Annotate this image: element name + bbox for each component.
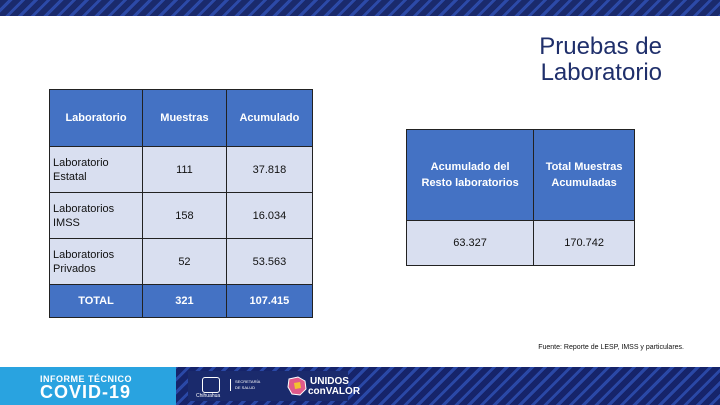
report-label: INFORME TÉCNICO bbox=[40, 374, 132, 384]
table-row: Laboratorio Estatal 111 37.818 bbox=[48, 146, 314, 193]
table-header-row: Laboratorio Muestras Acumulado bbox=[48, 89, 314, 147]
total-muestras: 321 bbox=[142, 284, 227, 318]
lab-samples-table: Laboratorio Muestras Acumulado Laborator… bbox=[48, 89, 314, 318]
muestras-cell: 111 bbox=[142, 146, 227, 193]
lab-name-line: Laboratorios bbox=[53, 248, 115, 261]
lab-name-line: Laboratorio bbox=[53, 156, 109, 169]
header-total-muestras: Total Muestras Acumuladas bbox=[533, 129, 635, 221]
covid-report-badge: INFORME TÉCNICO COVID-19 bbox=[0, 367, 176, 405]
acumulado-cell: 37.818 bbox=[225, 146, 314, 193]
header-line: Total Muestras bbox=[545, 161, 623, 173]
lab-name-line: Privados bbox=[53, 262, 96, 275]
report-title: COVID-19 bbox=[40, 382, 132, 402]
top-stripe-banner bbox=[0, 0, 720, 16]
brand-unidos: UNIDOS bbox=[310, 376, 349, 387]
header-muestras: Muestras bbox=[142, 89, 227, 147]
header-line: Acumulado del bbox=[430, 161, 510, 173]
total-row: TOTAL 321 107.415 bbox=[48, 284, 314, 318]
acumulado-resto-value: 63.327 bbox=[405, 220, 535, 266]
acumulado-cell: 16.034 bbox=[225, 192, 314, 239]
header-line: Resto laboratorios bbox=[421, 177, 519, 189]
health-secretariat-label: SECRETARÍA DE SALUD bbox=[230, 379, 263, 391]
lab-name-cell: Laboratorio Estatal bbox=[48, 146, 144, 193]
summary-table: Acumulado del Resto laboratorios Total M… bbox=[405, 129, 635, 266]
government-logos: Chihuahua SECRETARÍA DE SALUD UNIDOS con… bbox=[188, 371, 360, 401]
table-row: Laboratorios Privados 52 53.563 bbox=[48, 238, 314, 285]
summary-header-row: Acumulado del Resto laboratorios Total M… bbox=[405, 129, 635, 221]
header-laboratorio: Laboratorio bbox=[48, 89, 144, 147]
lab-name-cell: Laboratorios Privados bbox=[48, 238, 144, 285]
title-line-2: Laboratorio bbox=[540, 59, 662, 86]
page-title: Pruebas de Laboratorio bbox=[539, 34, 662, 86]
muestras-cell: 158 bbox=[142, 192, 227, 239]
muestras-cell: 52 bbox=[142, 238, 227, 285]
lab-name-line: Laboratorios bbox=[53, 202, 115, 215]
total-muestras-value: 170.742 bbox=[533, 220, 635, 266]
lab-name-cell: Laboratorios IMSS bbox=[48, 192, 144, 239]
state-label: Chihuahua bbox=[196, 393, 221, 399]
summary-value-row: 63.327 170.742 bbox=[405, 220, 635, 266]
header-acumulado-resto: Acumulado del Resto laboratorios bbox=[405, 129, 535, 221]
brand-convalor: conVALOR bbox=[308, 386, 361, 397]
lab-name-line: Estatal bbox=[53, 170, 87, 183]
table-row: Laboratorios IMSS 158 16.034 bbox=[48, 192, 314, 239]
lab-name-line: IMSS bbox=[53, 216, 80, 229]
source-note: Fuente: Reporte de LESP, IMSS y particul… bbox=[538, 344, 684, 351]
total-acumulado: 107.415 bbox=[225, 284, 314, 318]
state-emblem-icon bbox=[202, 377, 220, 393]
title-line-1: Pruebas de bbox=[539, 33, 662, 60]
acumulado-cell: 53.563 bbox=[225, 238, 314, 285]
header-acumulado: Acumulado bbox=[225, 89, 314, 147]
footer-banner: INFORME TÉCNICO COVID-19 Chihuahua SECRE… bbox=[0, 367, 720, 405]
total-label: TOTAL bbox=[48, 284, 144, 318]
header-line: Acumuladas bbox=[551, 177, 617, 189]
state-map-icon bbox=[287, 376, 307, 396]
